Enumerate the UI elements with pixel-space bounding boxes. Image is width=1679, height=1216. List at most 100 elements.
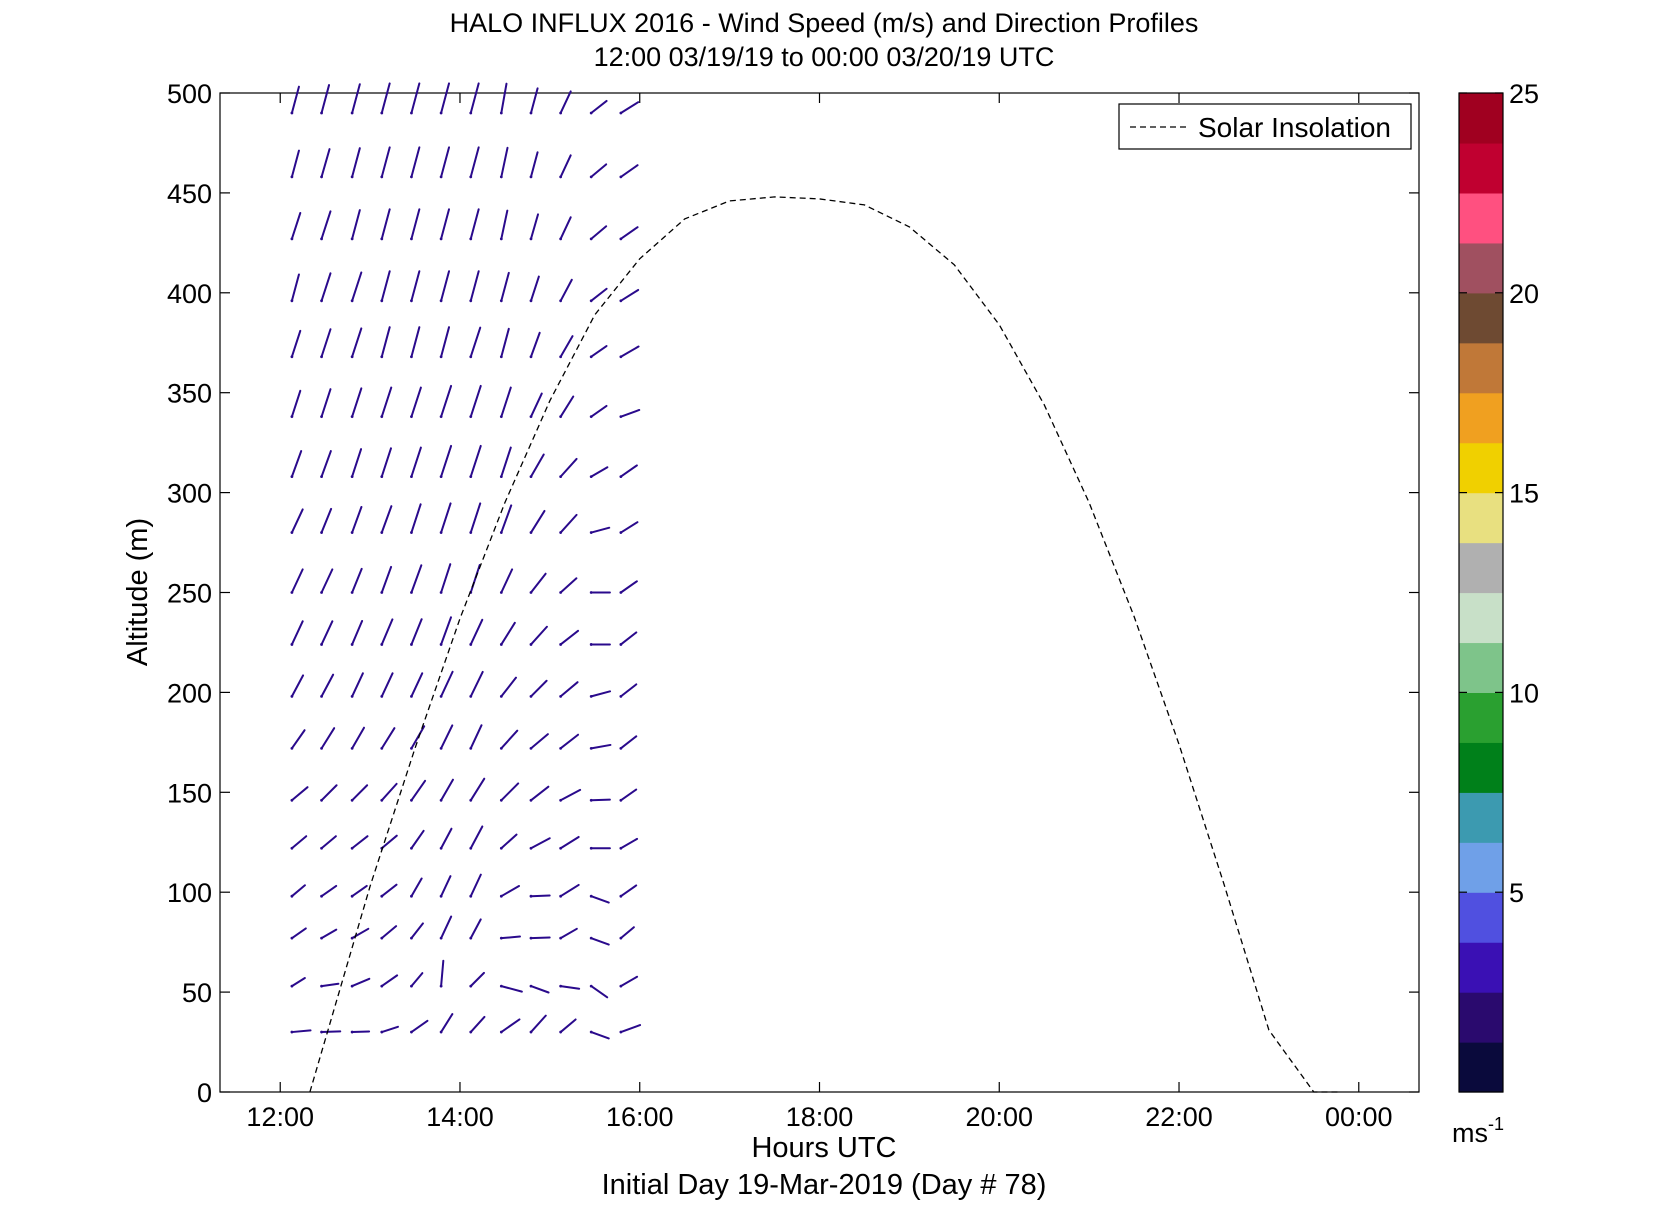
wind-vector	[529, 453, 545, 478]
wind-vector-origin	[350, 694, 354, 698]
wind-vector-origin	[350, 1030, 354, 1034]
wind-vector	[469, 971, 485, 988]
wind-vector-origin	[469, 798, 473, 802]
wind-vector	[320, 210, 332, 240]
wind-vector	[351, 835, 369, 850]
colorbar-band	[1459, 942, 1503, 993]
wind-vector-origin	[410, 694, 413, 698]
wind-vector-origin	[469, 846, 473, 850]
wind-vector-origin	[499, 299, 503, 303]
wind-vector-origin	[589, 746, 593, 750]
wind-vector	[590, 743, 612, 750]
wind-vector	[619, 975, 639, 988]
wind-vector-origin	[320, 746, 323, 750]
wind-vector	[559, 681, 579, 698]
wind-vector-origin	[589, 299, 593, 303]
wind-vector	[320, 835, 337, 850]
y-tick-label: 400	[167, 279, 212, 309]
wind-vector-origin	[320, 591, 323, 594]
wind-vector-origin	[589, 355, 593, 359]
wind-vector	[500, 621, 516, 646]
wind-vector	[351, 672, 364, 698]
y-tick-label: 50	[182, 978, 212, 1008]
wind-vector-origin	[619, 894, 623, 898]
wind-vector-origin	[290, 746, 294, 750]
x-tick-label: 12:00	[246, 1102, 314, 1132]
wind-vector	[290, 927, 307, 940]
wind-vector	[619, 521, 639, 534]
wind-vector	[500, 209, 509, 240]
wind-vector-origin	[499, 746, 503, 750]
x-tick-label: 14:00	[426, 1102, 494, 1132]
wind-vector	[351, 977, 371, 988]
wind-vector-origin	[499, 531, 503, 534]
colorbar-gradient	[1459, 93, 1503, 1093]
wind-vector	[590, 225, 608, 240]
wind-vector-origin	[619, 984, 623, 988]
wind-vector	[469, 270, 480, 302]
wind-vector-origin	[290, 936, 294, 940]
wind-vector-origin	[290, 798, 294, 802]
wind-vector-origin	[619, 175, 623, 179]
wind-vector	[590, 526, 611, 534]
wind-vector-origin	[410, 175, 413, 179]
wind-vector-origin	[380, 531, 384, 534]
wind-vector	[290, 729, 306, 750]
wind-vector	[559, 577, 578, 594]
wind-vector	[619, 101, 640, 114]
wind-vector	[590, 690, 612, 698]
wind-vector	[440, 670, 454, 698]
wind-vector-origin	[320, 111, 323, 115]
colorbar-band	[1459, 692, 1503, 743]
wind-vector	[529, 785, 550, 802]
wind-vector-origin	[619, 237, 623, 241]
wind-vector-origin	[350, 643, 354, 646]
colorbar-band	[1459, 542, 1503, 594]
wind-vector	[320, 84, 331, 114]
wind-vector-origin	[380, 299, 384, 303]
wind-vector-origin	[499, 237, 503, 241]
wind-vector	[290, 450, 303, 478]
wind-vector-origin	[350, 175, 354, 179]
wind-vector-origin	[529, 1030, 533, 1034]
wind-vector-origin	[439, 355, 443, 359]
wind-vector	[440, 326, 451, 358]
wind-vector-origin	[589, 984, 593, 988]
wind-vector	[559, 927, 578, 940]
wind-vector-origin	[469, 694, 473, 698]
wind-vector	[380, 727, 396, 750]
wind-vector-origin	[439, 299, 443, 303]
chart-subtitle: 12:00 03/19/19 to 00:00 03/20/19 UTC	[594, 42, 1055, 72]
x-axis-secondary-label: Initial Day 19-Mar-2019 (Day # 78)	[602, 1169, 1047, 1201]
wind-vector	[590, 404, 608, 418]
wind-vector-origin	[410, 798, 413, 802]
wind-vector	[410, 564, 423, 594]
wind-vector-origin	[499, 984, 503, 988]
wind-vector	[500, 146, 509, 178]
wind-vector-origin	[350, 299, 354, 303]
wind-vector	[619, 164, 639, 178]
wind-vector-origin	[469, 894, 473, 898]
wind-vector-origin	[559, 591, 563, 594]
wind-vector-origin	[320, 299, 323, 303]
wind-vector	[351, 147, 361, 178]
wind-vector	[380, 386, 393, 418]
wind-vector	[590, 937, 610, 946]
colorbar-band	[1459, 742, 1503, 793]
wind-vector-origin	[469, 475, 473, 479]
wind-vector-origin	[619, 111, 623, 115]
wind-vector	[290, 85, 300, 114]
wind-vector	[559, 457, 578, 478]
wind-vector-origin	[290, 175, 294, 179]
wind-vector-origin	[589, 1030, 593, 1034]
wind-vector-origin	[380, 894, 384, 898]
wind-vector-origin	[529, 591, 533, 594]
wind-vector	[500, 504, 513, 534]
wind-vector-field	[290, 82, 642, 1040]
wind-vector	[320, 450, 332, 478]
colorbar-band	[1459, 342, 1503, 394]
wind-vector-origin	[619, 415, 623, 419]
wind-vector	[351, 209, 361, 240]
wind-vector	[619, 926, 635, 940]
wind-vector	[559, 216, 572, 240]
